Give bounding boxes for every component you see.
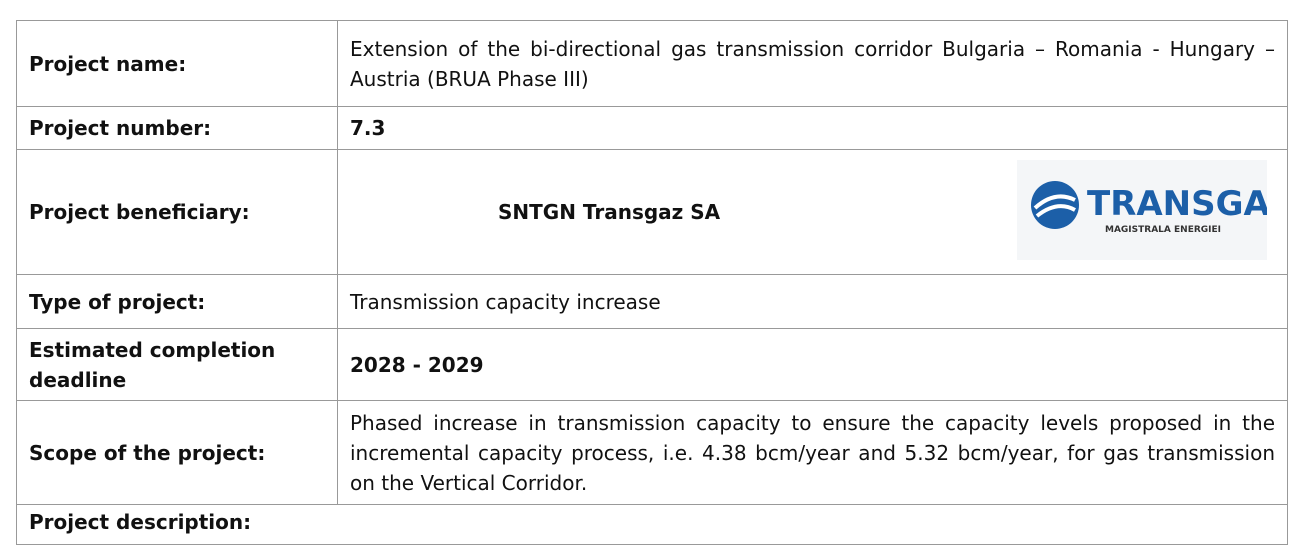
row: Project name: Extension of the bi-directi…: [16, 20, 1288, 107]
row: Estimated completion deadline 2028 - 2029: [16, 328, 1288, 401]
row: Project description:: [16, 504, 1288, 545]
logo-tagline: MAGISTRALA ENERGIEI: [1105, 225, 1221, 235]
value: Phased increase in transmission capacity…: [337, 400, 1288, 505]
label: Project number:: [16, 106, 338, 150]
label: Scope of the project:: [16, 400, 338, 505]
value: Transmission capacity increase: [337, 274, 1288, 329]
project-table: Project name: Extension of the bi-directi…: [16, 20, 1288, 545]
row: Project number: 7.3: [16, 106, 1288, 150]
label: Project beneficiary:: [16, 149, 338, 275]
value: 2028 - 2029: [337, 328, 1288, 401]
logo-swoosh: [1033, 194, 1076, 218]
row: Scope of the project: Phased increase in …: [16, 400, 1288, 505]
value: 7.3: [337, 106, 1288, 150]
label: Estimated completion deadline: [16, 328, 338, 401]
logo: TRANSGAZ MAGISTRALA ENERGIEI: [1017, 160, 1267, 260]
footer: Project description:: [16, 504, 1288, 545]
logo-name: TRANSGAZ: [1087, 184, 1267, 224]
label: Type of project:: [16, 274, 338, 329]
value: Extension of the bi-directional gas tran…: [337, 20, 1288, 107]
row: Type of project: Transmission capacity in…: [16, 274, 1288, 329]
label: Project name:: [16, 20, 338, 107]
